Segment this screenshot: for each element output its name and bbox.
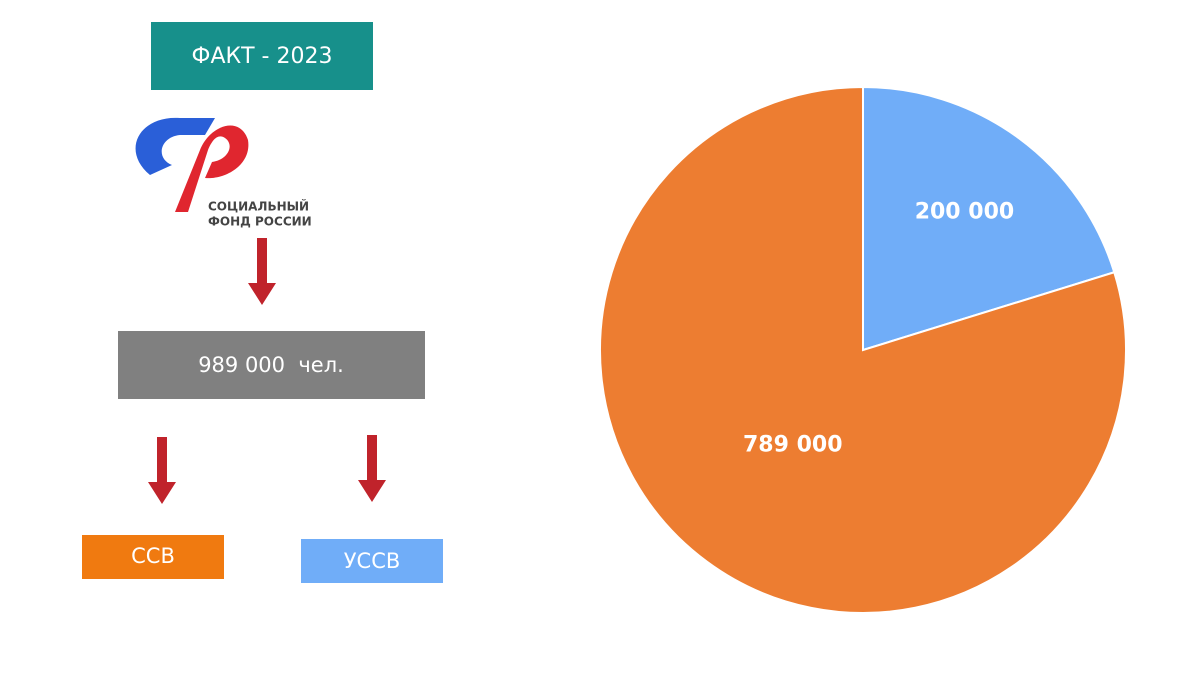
logo-text: СОЦИАЛЬНЫЙ <box>208 199 309 214</box>
slice-label: 789 000 <box>743 432 843 457</box>
logo: СОЦИАЛЬНЫЙ ФОНД РОССИИ <box>135 117 312 229</box>
total-box <box>118 331 425 399</box>
arrows <box>148 238 386 504</box>
legend-box <box>301 539 443 583</box>
legend-box <box>82 535 224 579</box>
logo-text: ФОНД РОССИИ <box>208 215 312 229</box>
slice-label: 200 000 <box>915 199 1015 224</box>
pie: 200 000 789 000 <box>599 85 1127 614</box>
legend-label: ССВ <box>131 544 175 568</box>
pie-slice <box>862 85 1116 352</box>
total: 989 000 чел. <box>198 353 344 377</box>
pie-slice <box>599 85 1127 614</box>
title-box <box>151 22 373 90</box>
title: ФАКТ - 2023 <box>192 44 333 69</box>
legend-label: УССВ <box>344 549 401 573</box>
